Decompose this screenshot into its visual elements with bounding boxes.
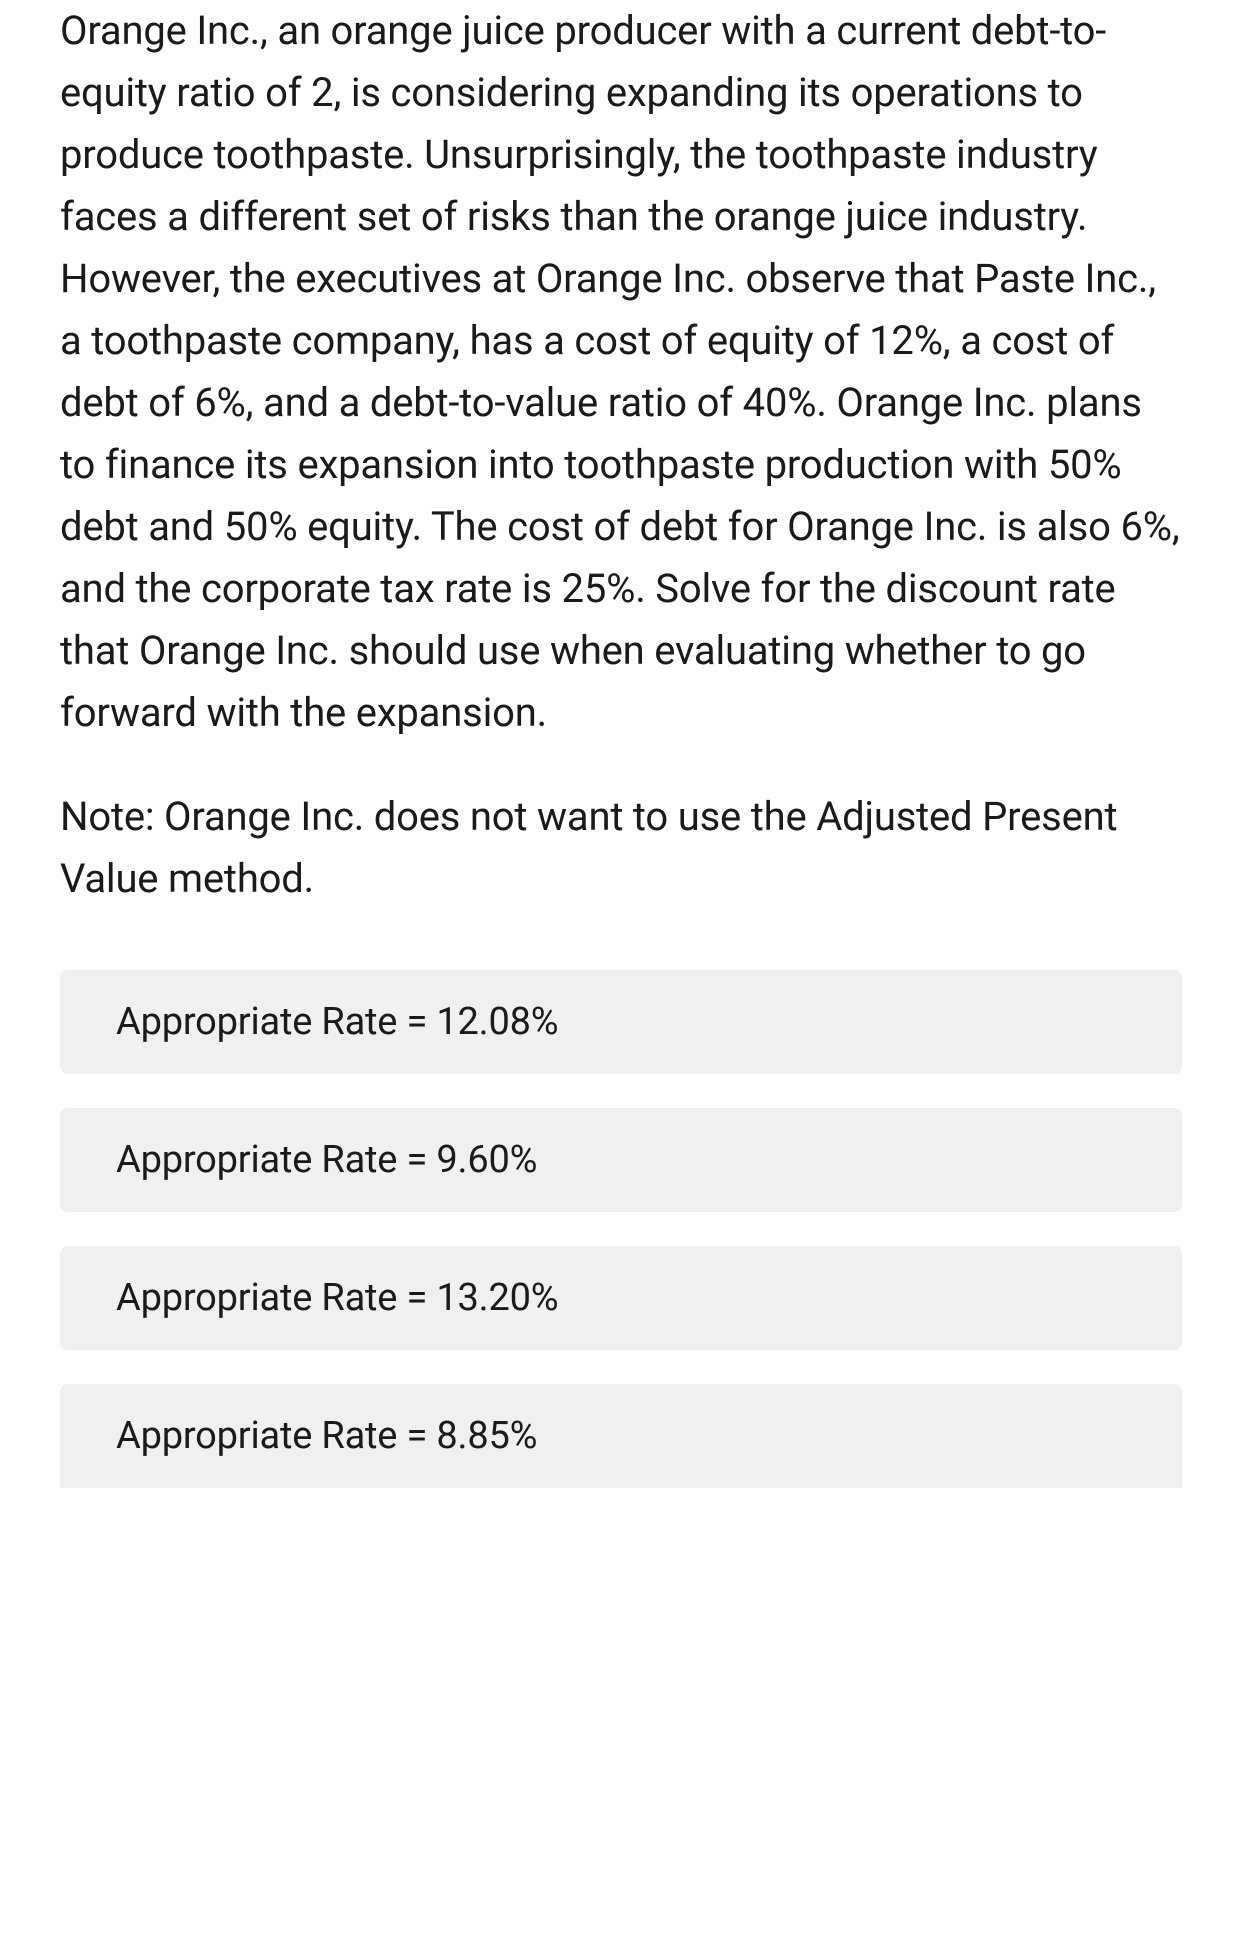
option-d[interactable]: Appropriate Rate = 8.85%	[60, 1384, 1182, 1488]
question-container: Orange Inc., an orange juice producer wi…	[0, 0, 1242, 1488]
option-b[interactable]: Appropriate Rate = 9.60%	[60, 1108, 1182, 1212]
option-a[interactable]: Appropriate Rate = 12.08%	[60, 970, 1182, 1074]
question-note: Note: Orange Inc. does not want to use t…	[60, 786, 1182, 910]
options-list: Appropriate Rate = 12.08% Appropriate Ra…	[60, 970, 1182, 1488]
question-text: Orange Inc., an orange juice producer wi…	[60, 0, 1182, 744]
option-c[interactable]: Appropriate Rate = 13.20%	[60, 1246, 1182, 1350]
